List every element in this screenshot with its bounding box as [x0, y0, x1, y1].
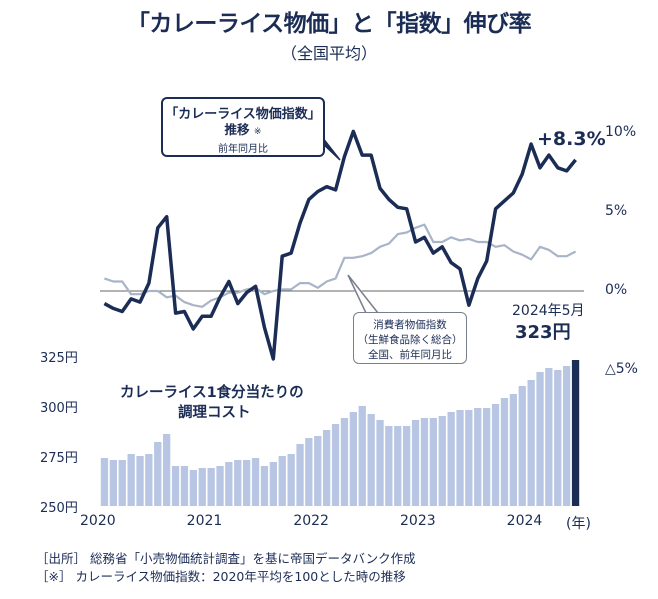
- left-tick-label: 250円: [40, 501, 78, 516]
- chart-subtitle: （全国平均）: [280, 44, 377, 63]
- bar: [456, 410, 464, 506]
- callout-title: 「カレーライス物価指数」: [165, 107, 321, 122]
- left-tick-label: 325円: [40, 351, 78, 366]
- x-tick-label: 2021: [186, 513, 223, 529]
- x-tick-label: 2023: [400, 513, 436, 529]
- bar: [163, 434, 171, 506]
- bar: [563, 366, 571, 506]
- bar: [118, 460, 126, 506]
- bar: [545, 368, 553, 506]
- cpi-callout-title: 消費者物価指数: [373, 319, 447, 331]
- right-tick-label: △5%: [605, 361, 638, 377]
- bar: [180, 466, 189, 506]
- curry-index-callout: 「カレーライス物価指数」 推移 ※ 前年同月比: [161, 97, 325, 157]
- x-tick-label: 2020: [80, 513, 116, 529]
- bar: [216, 466, 224, 506]
- bar-highlight: [571, 360, 580, 506]
- left-tick-label: 300円: [40, 401, 78, 416]
- bar: [323, 430, 331, 506]
- left-tick-label: 275円: [40, 451, 78, 466]
- bar: [251, 458, 260, 506]
- bar: [527, 380, 535, 506]
- bar: [403, 426, 411, 506]
- latest-cost-value: 323円: [515, 322, 571, 343]
- bar: [287, 454, 295, 506]
- bar: [225, 462, 233, 506]
- bar: [349, 412, 357, 506]
- right-tick-label: 0%: [605, 282, 628, 298]
- footnote-note: ［※］ カレーライス物価指数：2020年平均を100とした時の推移: [36, 569, 406, 584]
- bar: [518, 386, 526, 506]
- bar: [171, 466, 180, 506]
- x-unit-label: (年): [566, 516, 591, 532]
- cpi-callout-basis: 全国、前年同月比: [368, 349, 452, 361]
- cpi-callout-pointer-outline: [347, 274, 379, 314]
- chart-title: 「カレーライス物価」と「指数」伸び率: [126, 11, 532, 37]
- bar: [376, 420, 384, 506]
- cpi-callout-subtitle: （生鮮食品除く総合）: [357, 334, 463, 346]
- bar: [305, 438, 313, 506]
- bar: [509, 394, 517, 506]
- bar: [198, 468, 206, 506]
- bar: [394, 426, 402, 506]
- bar: [447, 412, 455, 506]
- bar: [154, 442, 162, 506]
- bar: [367, 414, 375, 506]
- callout-basis: 前年同月比: [218, 144, 268, 155]
- bar: [500, 398, 509, 506]
- x-tick-label: 2024: [506, 513, 543, 529]
- bar: [314, 436, 322, 506]
- bar: [474, 408, 482, 506]
- bar: [278, 456, 286, 506]
- right-tick-label: 10%: [605, 124, 637, 140]
- bar: [483, 408, 491, 506]
- bar: [127, 454, 135, 506]
- right-tick-label: 5%: [605, 203, 628, 219]
- bar: [260, 466, 269, 506]
- bar: [207, 468, 215, 506]
- bar: [554, 370, 562, 506]
- footnote-source: ［出所］ 総務省「小売物価統計調査」を基に帝国データバンク作成: [36, 551, 416, 566]
- bar: [536, 372, 544, 506]
- bar: [465, 410, 473, 506]
- bar: [358, 406, 366, 506]
- bar: [136, 456, 144, 506]
- bar: [234, 460, 242, 506]
- cpi-callout: 消費者物価指数 （生鮮食品除く総合） 全国、前年同月比: [353, 312, 467, 364]
- bar: [385, 426, 393, 506]
- x-tick-label: 2022: [293, 513, 329, 529]
- bar: [189, 470, 197, 506]
- curry-index-line: [103, 129, 577, 361]
- bar: [269, 462, 277, 506]
- bar: [145, 454, 153, 506]
- callout-note-mark: ※: [253, 127, 262, 137]
- bar: [429, 418, 437, 506]
- bar: [331, 424, 340, 506]
- bar: [491, 404, 500, 506]
- bar: [411, 420, 420, 506]
- line-series: [103, 127, 577, 361]
- bar: [243, 460, 251, 506]
- bar-chart-title: カレーライス1食分当たりの: [120, 385, 304, 401]
- callout-subtitle: 推移: [224, 122, 250, 137]
- bar: [100, 458, 109, 506]
- latest-change-annotation: +8.3%: [537, 128, 606, 150]
- bar-series: [100, 360, 580, 506]
- cpi-line: [104, 223, 577, 308]
- bar: [438, 416, 446, 506]
- bar: [296, 444, 304, 506]
- bar: [340, 418, 349, 506]
- bar-chart-title-2: 調理コスト: [178, 405, 251, 421]
- bar: [420, 418, 429, 506]
- bar: [109, 460, 117, 506]
- latest-cost-date: 2024年5月: [512, 303, 585, 319]
